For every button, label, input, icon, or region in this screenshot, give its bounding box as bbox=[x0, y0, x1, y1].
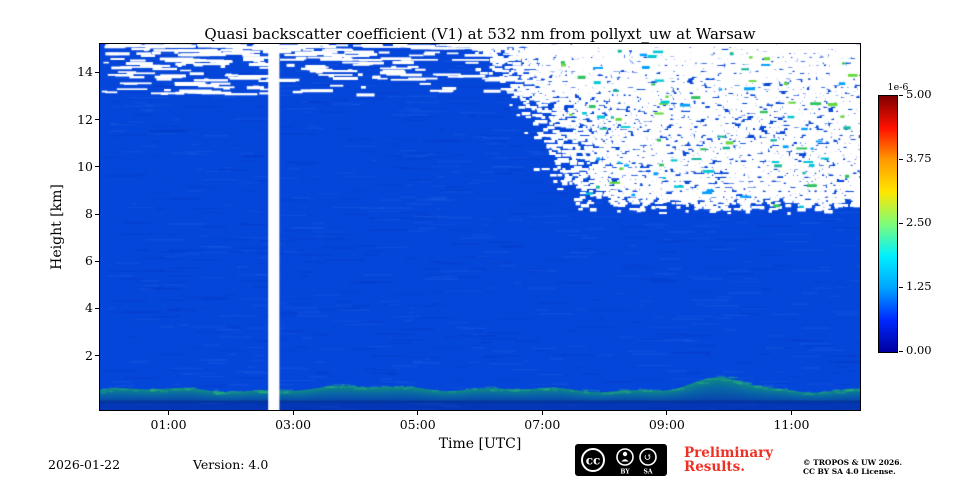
colorbar-tick-label: 3.75 bbox=[906, 151, 932, 165]
chart-title: Quasi backscatter coefficient (V1) at 53… bbox=[204, 25, 756, 43]
svg-text:SA: SA bbox=[644, 469, 653, 476]
x-tick-label: 07:00 bbox=[524, 417, 561, 432]
version-text: Version: 4.0 bbox=[193, 457, 269, 472]
x-tick-label: 03:00 bbox=[275, 417, 312, 432]
copyright-line1: © TROPOS & UW 2026. bbox=[803, 458, 903, 467]
y-tick-label: 2 bbox=[85, 347, 93, 363]
heatmap-canvas bbox=[100, 44, 860, 410]
colorbar-tick-label: 0.00 bbox=[906, 343, 932, 357]
plot-area bbox=[99, 43, 861, 411]
preliminary-line1: Preliminary bbox=[684, 445, 774, 461]
colorbar-tick-label: 5.00 bbox=[906, 87, 932, 101]
cc-license-badge: cc BY ↺ SA bbox=[575, 444, 667, 476]
y-tick-label: 6 bbox=[85, 253, 93, 269]
y-tick-label: 12 bbox=[77, 111, 93, 127]
colorbar-tick-label: 2.50 bbox=[906, 215, 932, 229]
x-tick-label: 01:00 bbox=[150, 417, 187, 432]
svg-text:BY: BY bbox=[620, 469, 630, 476]
colorbar-tick-mark bbox=[899, 350, 903, 352]
x-tick-mark bbox=[666, 411, 668, 415]
y-tick-label: 8 bbox=[85, 206, 93, 221]
y-tick-label: 14 bbox=[77, 64, 93, 80]
cc-icon: cc bbox=[581, 448, 605, 472]
y-tick-mark bbox=[95, 260, 99, 262]
y-tick-mark bbox=[95, 119, 99, 121]
y-tick-mark bbox=[95, 213, 99, 215]
colorbar-scale-label: 1e-6 bbox=[887, 82, 909, 93]
x-tick-label: 11:00 bbox=[773, 417, 810, 432]
x-tick-label: 09:00 bbox=[648, 417, 685, 432]
y-tick-label: 4 bbox=[85, 300, 93, 316]
x-tick-label: 05:00 bbox=[399, 417, 436, 432]
svg-text:cc: cc bbox=[586, 454, 601, 468]
badge-background bbox=[575, 444, 667, 476]
y-tick-mark bbox=[95, 355, 99, 357]
colorbar-tick-mark bbox=[899, 94, 903, 96]
x-tick-mark bbox=[790, 411, 792, 415]
colorbar-tick-mark bbox=[899, 222, 903, 224]
y-tick-mark bbox=[95, 71, 99, 73]
y-tick-mark bbox=[95, 307, 99, 309]
colorbar-tick-label: 1.25 bbox=[906, 279, 932, 293]
by-icon: BY bbox=[616, 448, 634, 476]
y-tick-label: 10 bbox=[77, 158, 93, 174]
colorbar-tick-mark bbox=[899, 286, 903, 288]
preliminary-line2: Results. bbox=[684, 459, 745, 476]
x-tick-mark bbox=[541, 411, 543, 415]
sa-icon: ↺ SA bbox=[639, 448, 657, 476]
copyright-line2: CC BY SA 4.0 License. bbox=[803, 467, 896, 476]
x-tick-mark bbox=[292, 411, 294, 415]
y-tick-mark bbox=[95, 166, 99, 168]
colorbar-tick-mark bbox=[899, 158, 903, 160]
x-axis-label: Time [UTC] bbox=[438, 436, 522, 452]
measurement-date: 2026-01-22 bbox=[48, 457, 121, 472]
svg-text:↺: ↺ bbox=[644, 453, 652, 464]
preliminary-results-note: Preliminary Results. bbox=[684, 446, 773, 475]
x-tick-mark bbox=[168, 411, 170, 415]
copyright-note: © TROPOS & UW 2026. CC BY SA 4.0 License… bbox=[803, 458, 902, 476]
colorbar bbox=[878, 95, 898, 353]
x-tick-mark bbox=[417, 411, 419, 415]
